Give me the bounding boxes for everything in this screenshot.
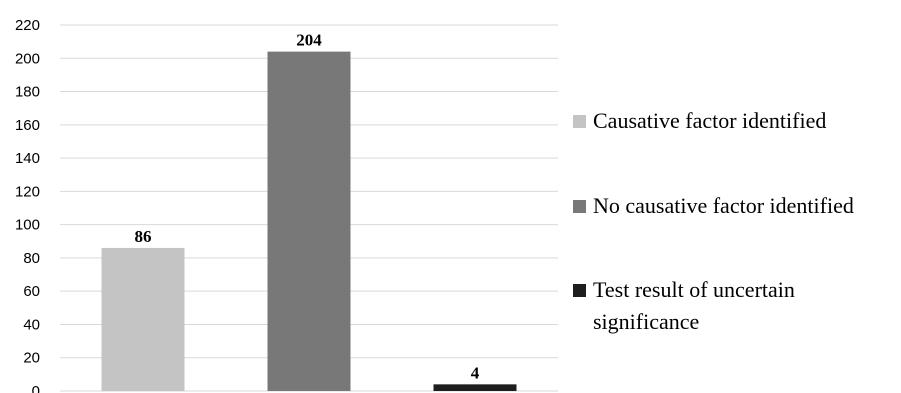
y-tick-label: 0 xyxy=(32,383,40,393)
y-tick-label: 120 xyxy=(15,183,40,200)
data-label: 4 xyxy=(471,363,480,382)
legend-label: significance xyxy=(593,309,699,334)
y-tick-label: 160 xyxy=(15,117,40,134)
y-tick-label: 220 xyxy=(15,17,40,34)
y-axis-tick-labels: 0 20 40 60 80 100 120 140 160 180 200 220 xyxy=(15,17,40,393)
legend-label: Test result of uncertain xyxy=(593,277,795,302)
y-tick-label: 80 xyxy=(23,250,40,267)
y-tick-label: 200 xyxy=(15,50,40,67)
legend-swatch xyxy=(573,115,586,128)
y-tick-label: 20 xyxy=(23,350,40,367)
legend-label: No causative factor identified xyxy=(593,193,854,218)
y-tick-label: 40 xyxy=(23,316,40,333)
bars xyxy=(101,51,517,391)
bar xyxy=(101,247,185,391)
y-tick-label: 180 xyxy=(15,84,40,101)
y-tick-label: 140 xyxy=(15,150,40,167)
legend-label: Causative factor identified xyxy=(593,108,826,133)
data-label: 204 xyxy=(296,31,322,50)
y-tick-label: 100 xyxy=(15,217,40,234)
y-tick-label: 60 xyxy=(23,283,40,300)
data-labels: 86 204 4 xyxy=(135,31,480,383)
bar xyxy=(433,384,517,391)
legend: Causative factor identified No causative … xyxy=(573,108,854,334)
bar xyxy=(267,51,351,391)
legend-swatch xyxy=(573,284,586,297)
legend-swatch xyxy=(573,200,586,213)
data-label: 86 xyxy=(135,227,152,246)
